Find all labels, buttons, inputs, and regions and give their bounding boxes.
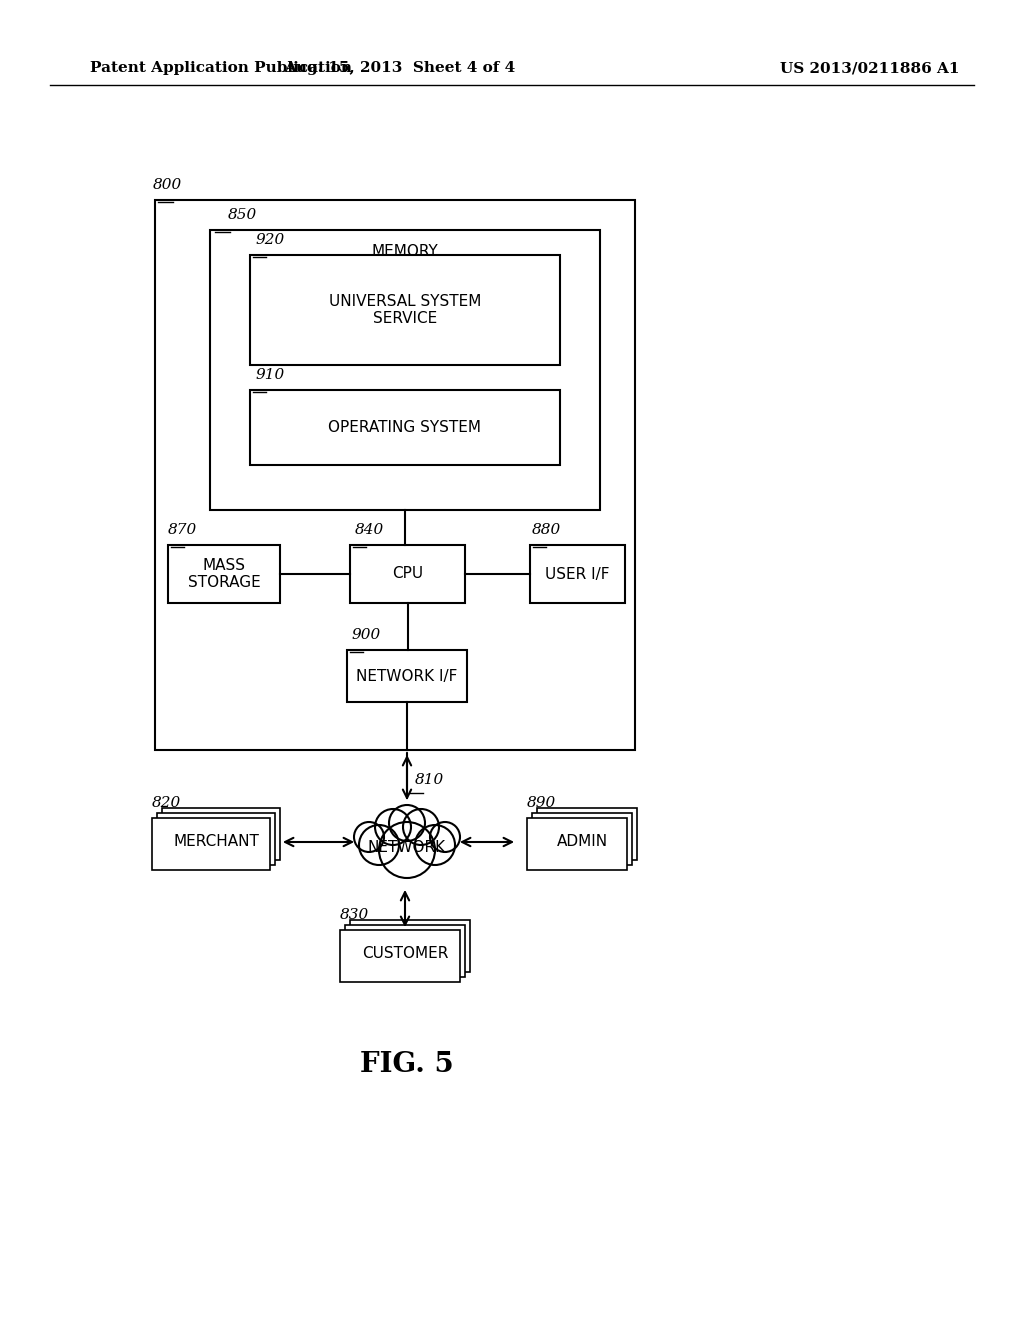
Text: FIG. 5: FIG. 5 (360, 1052, 454, 1078)
Text: UNIVERSAL SYSTEM
SERVICE: UNIVERSAL SYSTEM SERVICE (329, 294, 481, 326)
Text: ADMIN: ADMIN (556, 834, 607, 850)
Text: 800: 800 (153, 178, 182, 191)
Bar (532, 813, 632, 865)
Text: Patent Application Publication: Patent Application Publication (90, 61, 352, 75)
Text: 870: 870 (168, 523, 198, 537)
Bar (350, 545, 465, 603)
Bar (527, 818, 627, 870)
Text: US 2013/0211886 A1: US 2013/0211886 A1 (780, 61, 959, 75)
Circle shape (403, 809, 439, 845)
Circle shape (375, 809, 411, 845)
Bar (340, 931, 460, 982)
Bar (210, 230, 600, 510)
Text: CUSTOMER: CUSTOMER (361, 946, 449, 961)
Bar (250, 389, 560, 465)
Circle shape (415, 825, 455, 865)
Text: NETWORK: NETWORK (368, 841, 446, 855)
Text: Aug. 15, 2013  Sheet 4 of 4: Aug. 15, 2013 Sheet 4 of 4 (285, 61, 516, 75)
Text: NETWORK I/F: NETWORK I/F (356, 668, 458, 684)
Text: 900: 900 (352, 628, 381, 642)
Text: 910: 910 (255, 368, 285, 381)
Bar (537, 808, 637, 861)
Text: 840: 840 (355, 523, 384, 537)
Text: 820: 820 (152, 796, 181, 810)
Circle shape (389, 805, 425, 841)
Circle shape (354, 822, 384, 851)
Circle shape (359, 825, 399, 865)
Bar (347, 649, 467, 702)
Circle shape (430, 822, 460, 851)
Text: USER I/F: USER I/F (545, 566, 609, 582)
Text: 920: 920 (255, 234, 285, 247)
Text: 810: 810 (415, 774, 444, 787)
Bar (530, 545, 625, 603)
Bar (155, 201, 635, 750)
Bar (250, 255, 560, 366)
Text: 850: 850 (228, 209, 257, 222)
Circle shape (379, 822, 435, 878)
Bar (350, 920, 470, 972)
Text: CPU: CPU (392, 566, 423, 582)
Bar (345, 925, 465, 977)
Text: 890: 890 (527, 796, 556, 810)
Text: 830: 830 (340, 908, 370, 921)
Bar (157, 813, 275, 865)
Bar (168, 545, 280, 603)
Text: 880: 880 (532, 523, 561, 537)
Text: MERCHANT: MERCHANT (173, 834, 259, 850)
Text: MASS
STORAGE: MASS STORAGE (187, 558, 260, 590)
Text: MEMORY: MEMORY (372, 244, 438, 260)
Bar (152, 818, 270, 870)
Text: OPERATING SYSTEM: OPERATING SYSTEM (329, 420, 481, 436)
Bar (162, 808, 280, 861)
